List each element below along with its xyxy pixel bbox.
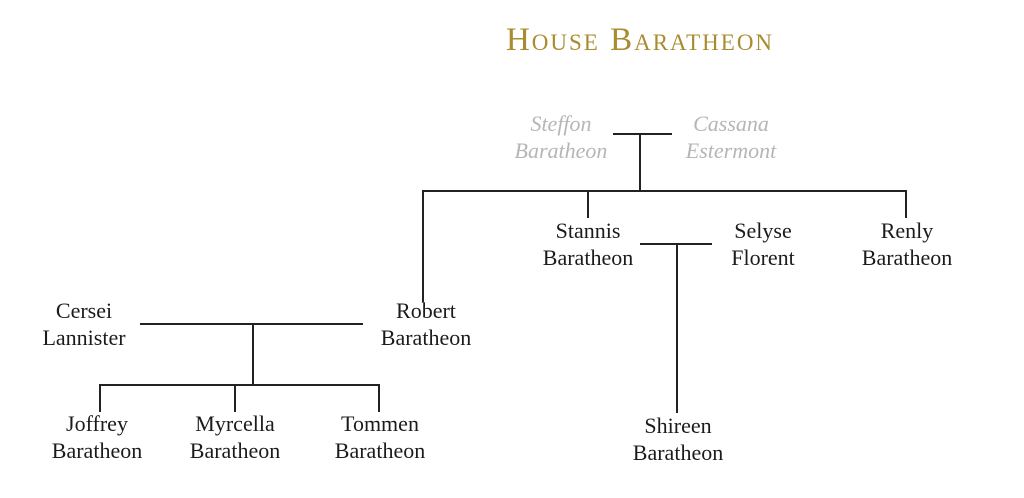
person-joffrey-baratheon: Joffrey Baratheon [52, 410, 142, 464]
page-title: House Baratheon [505, 22, 775, 58]
person-name-line: Selyse [734, 218, 792, 243]
person-shireen-baratheon: Shireen Baratheon [633, 412, 723, 466]
person-name-line: Florent [731, 245, 795, 270]
person-tommen-baratheon: Tommen Baratheon [335, 410, 425, 464]
person-name-line: Renly [880, 218, 934, 243]
person-name-line: Myrcella [195, 411, 275, 436]
descent-line-shireen [676, 243, 678, 413]
person-steffon-baratheon: Steffon Baratheon [515, 110, 608, 164]
person-cersei-lannister: Cersei Lannister [42, 297, 125, 351]
person-myrcella-baratheon: Myrcella Baratheon [190, 410, 280, 464]
person-name-line: Robert [396, 298, 456, 323]
person-name-line: Baratheon [51, 438, 143, 463]
person-name-line: Baratheon [380, 325, 472, 350]
person-name-line: Joffrey [66, 411, 128, 436]
sibling-line-gen2 [422, 190, 907, 192]
person-name-line: Cersei [55, 298, 113, 323]
descent-line-steffon-cassana [639, 133, 641, 192]
person-robert-baratheon: Robert Baratheon [381, 297, 471, 351]
person-name-line: Cassana [693, 111, 769, 136]
person-stannis-baratheon: Stannis Baratheon [543, 217, 633, 271]
person-name-line: Estermont [685, 138, 777, 163]
descent-line-cersei-robert [252, 323, 254, 386]
sibling-line-gen3 [99, 384, 380, 386]
person-name-line: Stannis [555, 218, 621, 243]
drop-line-tommen [378, 384, 380, 412]
person-name-line: Baratheon [632, 440, 724, 465]
drop-line-robert [422, 190, 424, 302]
person-name-line: Lannister [42, 325, 126, 350]
person-name-line: Baratheon [514, 138, 608, 163]
person-name-line: Baratheon [542, 245, 634, 270]
person-renly-baratheon: Renly Baratheon [862, 217, 952, 271]
person-name-line: Steffon [530, 111, 592, 136]
person-cassana-estermont: Cassana Estermont [686, 110, 776, 164]
person-selyse-florent: Selyse Florent [731, 217, 795, 271]
drop-line-renly [905, 190, 907, 218]
person-name-line: Baratheon [189, 438, 281, 463]
person-name-line: Tommen [341, 411, 419, 436]
marriage-line-steffon-cassana [613, 133, 672, 135]
person-name-line: Baratheon [861, 245, 953, 270]
marriage-line-cersei-robert [140, 323, 363, 325]
person-name-line: Baratheon [334, 438, 426, 463]
person-name-line: Shireen [644, 413, 712, 438]
drop-line-myrcella [234, 384, 236, 412]
drop-line-stannis [587, 190, 589, 218]
drop-line-joffrey [99, 384, 101, 412]
